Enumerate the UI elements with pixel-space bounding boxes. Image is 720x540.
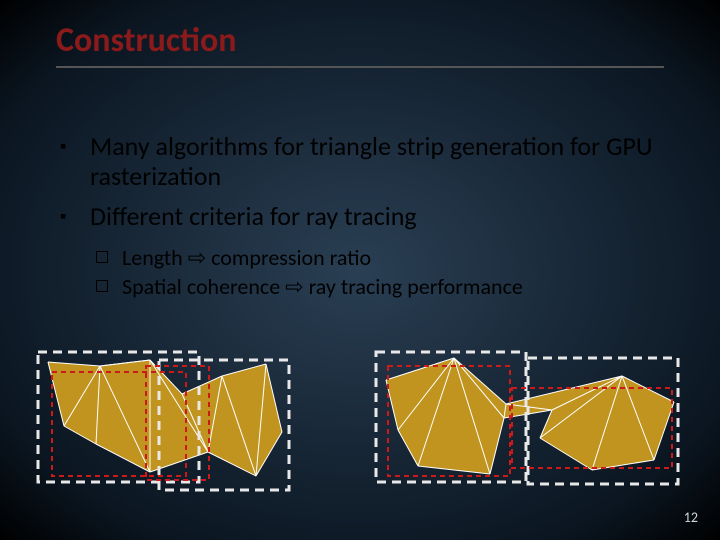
- sub-bullet-list: Length ⇨ compression ratio Spatial coher…: [96, 244, 660, 301]
- page-number: 12: [684, 509, 698, 526]
- sub2-a: Spatial coherence: [122, 273, 285, 300]
- arrow-icon: ⇨: [285, 274, 303, 299]
- slide-title: Construction: [56, 20, 236, 61]
- sub1-a: Length: [122, 244, 188, 271]
- sub-bullet-1: Length ⇨ compression ratio: [96, 244, 660, 272]
- bullet-list: Many algorithms for triangle strip gener…: [60, 132, 660, 301]
- bullet-2: Different criteria for ray tracing Lengt…: [60, 202, 660, 301]
- sub-bullet-2: Spatial coherence ⇨ ray tracing performa…: [96, 273, 660, 301]
- bullet-2-text: Different criteria for ray tracing: [90, 200, 417, 232]
- sub1-b: compression ratio: [206, 244, 371, 271]
- arrow-icon: ⇨: [188, 245, 206, 270]
- bullet-1: Many algorithms for triangle strip gener…: [60, 132, 660, 192]
- sub2-b: ray tracing performance: [304, 273, 523, 300]
- slide: Construction Many algorithms for triangl…: [0, 0, 720, 540]
- title-underline: [56, 66, 664, 68]
- diagrams: [34, 346, 686, 496]
- content-area: Many algorithms for triangle strip gener…: [60, 132, 660, 311]
